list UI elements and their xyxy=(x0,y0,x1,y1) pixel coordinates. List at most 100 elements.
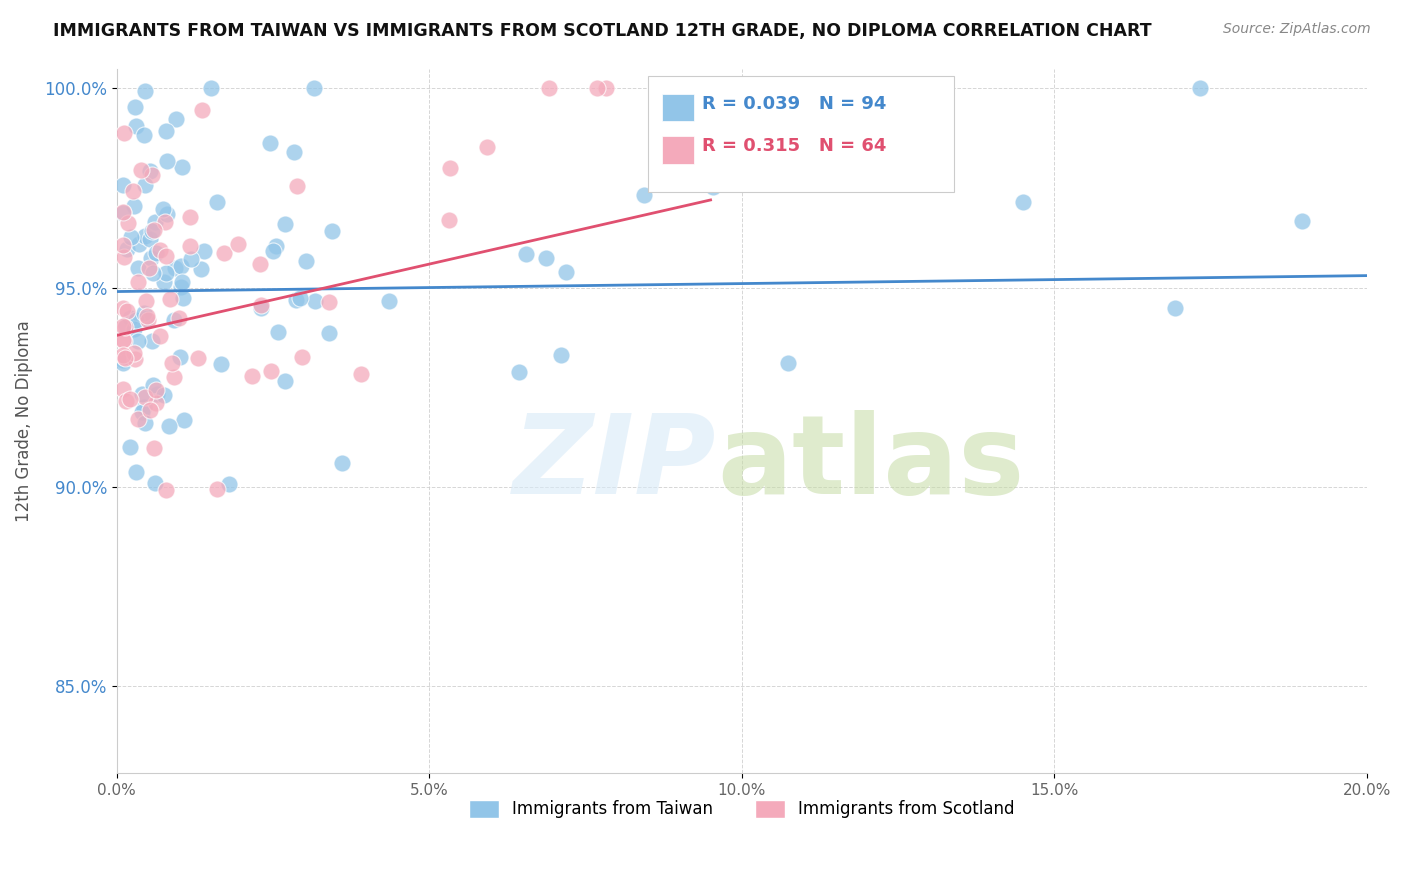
Point xyxy=(112,319,135,334)
Point xyxy=(112,178,135,192)
Point xyxy=(114,320,136,334)
Point xyxy=(555,265,578,279)
Point xyxy=(439,161,461,175)
Point xyxy=(127,275,149,289)
Point xyxy=(135,293,157,308)
Point xyxy=(193,244,215,259)
Point xyxy=(274,217,297,231)
Point xyxy=(112,301,135,316)
Point xyxy=(267,326,290,340)
Point xyxy=(141,168,163,182)
Point xyxy=(153,387,176,401)
Point xyxy=(250,298,273,312)
Point xyxy=(633,187,655,202)
Point xyxy=(122,322,145,336)
Point xyxy=(163,369,186,384)
Point xyxy=(128,237,150,252)
Text: R = 0.039   N = 94: R = 0.039 N = 94 xyxy=(702,95,886,112)
Point xyxy=(155,124,177,138)
Point xyxy=(112,333,135,347)
Point xyxy=(304,81,326,95)
Point xyxy=(118,440,141,454)
Point xyxy=(129,163,152,178)
Point xyxy=(153,215,176,229)
Point xyxy=(163,313,186,327)
Point xyxy=(172,160,194,174)
Point xyxy=(112,353,135,368)
Point xyxy=(515,246,537,260)
Point xyxy=(170,279,193,293)
Point xyxy=(155,483,177,498)
Point xyxy=(152,202,174,217)
Point xyxy=(112,355,135,369)
Point xyxy=(112,348,135,362)
Point xyxy=(169,351,191,365)
Point xyxy=(1189,81,1212,95)
Y-axis label: 12th Grade, No Diploma: 12th Grade, No Diploma xyxy=(15,320,32,522)
Point xyxy=(127,261,149,276)
Point xyxy=(165,112,187,127)
Point xyxy=(153,275,176,289)
Point xyxy=(285,179,308,194)
Point xyxy=(134,84,156,98)
Point xyxy=(127,412,149,426)
Point xyxy=(127,334,149,348)
Point xyxy=(159,293,181,307)
Text: atlas: atlas xyxy=(717,409,1024,516)
Point xyxy=(118,311,141,326)
Point xyxy=(550,348,572,362)
Point xyxy=(138,164,160,178)
Point xyxy=(818,93,841,107)
Point xyxy=(180,252,202,266)
Point xyxy=(115,242,138,256)
Point xyxy=(209,357,232,371)
Point xyxy=(142,223,165,237)
Text: IMMIGRANTS FROM TAIWAN VS IMMIGRANTS FROM SCOTLAND 12TH GRADE, NO DIPLOMA CORREL: IMMIGRANTS FROM TAIWAN VS IMMIGRANTS FRO… xyxy=(53,22,1152,40)
Point xyxy=(508,365,530,379)
Point xyxy=(139,232,162,246)
Point xyxy=(156,207,179,221)
Point xyxy=(167,311,190,326)
Point xyxy=(112,126,135,140)
Point xyxy=(477,139,499,153)
Point xyxy=(191,103,214,118)
Point xyxy=(187,351,209,365)
Point xyxy=(122,199,145,213)
Point xyxy=(179,211,201,225)
Point xyxy=(142,442,165,456)
Point xyxy=(114,351,136,366)
Point xyxy=(139,403,162,417)
Point xyxy=(117,216,139,230)
Point xyxy=(207,194,229,209)
Point xyxy=(321,224,343,238)
Point xyxy=(776,356,799,370)
Point xyxy=(242,369,264,384)
Point xyxy=(350,367,373,381)
Point xyxy=(131,405,153,419)
Point xyxy=(139,251,162,265)
FancyBboxPatch shape xyxy=(662,136,695,164)
Point xyxy=(295,254,318,268)
Point xyxy=(134,229,156,244)
Point xyxy=(264,239,287,253)
Point xyxy=(157,418,180,433)
Point xyxy=(283,145,305,160)
Point xyxy=(136,310,159,324)
Point xyxy=(134,390,156,404)
Point xyxy=(125,120,148,134)
Point xyxy=(115,393,138,408)
Point xyxy=(118,392,141,407)
Point xyxy=(1011,194,1033,209)
Point xyxy=(437,213,460,227)
Point xyxy=(284,293,307,307)
Point xyxy=(122,184,145,198)
Point xyxy=(160,356,183,370)
Point xyxy=(124,352,146,367)
Point xyxy=(170,275,193,289)
Point xyxy=(170,260,193,274)
Point xyxy=(190,262,212,277)
Point xyxy=(112,250,135,264)
Point xyxy=(117,303,139,318)
FancyBboxPatch shape xyxy=(648,76,955,192)
Point xyxy=(304,294,326,309)
